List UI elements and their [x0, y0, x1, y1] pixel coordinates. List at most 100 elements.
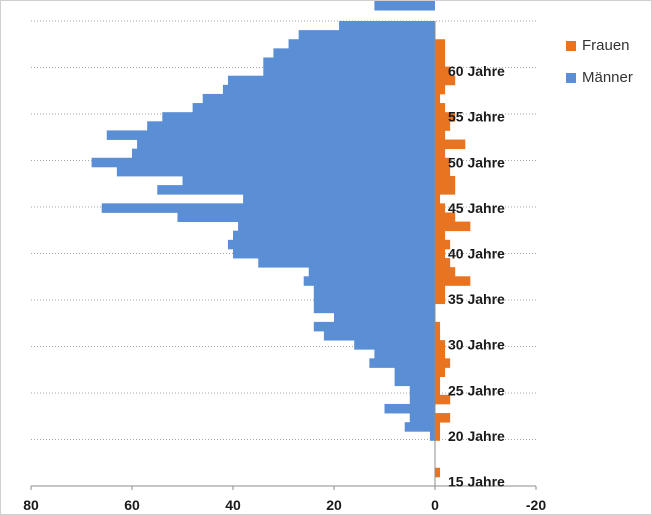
- age-label-55: 55 Jahre: [448, 109, 505, 125]
- maenner-bar-55: [162, 112, 436, 122]
- maenner-bar-34: [313, 303, 435, 314]
- maenner-bar-32: [313, 321, 435, 332]
- frauen-bar-43: [435, 221, 471, 232]
- age-label-25: 25 Jahre: [448, 382, 505, 398]
- frauen-bar-22: [435, 413, 451, 423]
- maenner-bar-43: [238, 221, 435, 232]
- x-tick-label: -20: [526, 497, 546, 513]
- maenner-bar-40: [233, 248, 435, 259]
- maenner-bar-58: [222, 84, 435, 95]
- frauen-bar-35: [435, 294, 446, 305]
- frauen-bar-48: [435, 176, 456, 186]
- frauen-bar-39: [435, 258, 451, 268]
- maenner-bar-59: [227, 75, 435, 86]
- maenner-swatch: [566, 72, 576, 83]
- maenner-bar-20: [429, 431, 435, 441]
- maenner-bar-28: [369, 358, 435, 368]
- frauen-bar-37: [435, 276, 471, 286]
- maenner-bar-51: [132, 148, 435, 159]
- maenner-bar-64: [298, 30, 435, 40]
- frauen-bars: [435, 39, 471, 478]
- frauen-bar-47: [435, 185, 456, 195]
- frauen-bar-30: [435, 340, 446, 350]
- frauen-bar-55: [435, 112, 456, 122]
- maenner-bar-27: [394, 367, 435, 377]
- age-label-50: 50 Jahre: [448, 154, 505, 170]
- frauen-bar-45: [435, 203, 446, 213]
- maenner-bar-50: [91, 157, 435, 168]
- maenner-bar-39: [258, 258, 435, 268]
- maenner-bar-37: [303, 276, 435, 286]
- frauen-bar-60: [435, 66, 451, 77]
- frauen-bar-24: [435, 394, 451, 405]
- maenner-bar-62: [273, 48, 435, 58]
- frauen-bar-32: [435, 321, 441, 332]
- maenner-bar-53: [106, 130, 435, 140]
- age-label-15: 15 Jahre: [448, 473, 505, 489]
- frauen-bar-25: [435, 385, 441, 396]
- frauen-bar-54: [435, 121, 451, 131]
- x-tick-label: 20: [326, 497, 342, 513]
- frauen-bar-58: [435, 84, 446, 95]
- maenner-bar-42: [233, 230, 435, 241]
- age-label-40: 40 Jahre: [448, 246, 505, 262]
- age-label-20: 20 Jahre: [448, 428, 505, 444]
- frauen-bar-36: [435, 285, 446, 295]
- maenner-bar-undefined: [384, 1, 435, 11]
- frauen-bar-38: [435, 267, 456, 277]
- legend-label-maenner: Männer: [582, 69, 633, 86]
- maenner-bar-26: [394, 376, 435, 387]
- frauen-bar-63: [435, 39, 446, 49]
- age-label-60: 60 Jahre: [448, 63, 505, 79]
- age-labels: 15 Jahre 20 Jahre 25 Jahre 30 Jahre 35 Jahre…: [448, 63, 505, 489]
- frauen-bar-56: [435, 103, 446, 113]
- frauen-bar-20: [435, 431, 441, 441]
- maenner-bar-46: [243, 194, 435, 204]
- frauen-bar-57: [435, 93, 441, 104]
- maenner-bar-35: [313, 294, 435, 305]
- frauen-bar-27: [435, 367, 446, 377]
- maenner-bar-41: [227, 239, 435, 250]
- frauen-bar-50: [435, 157, 451, 168]
- maenner-bar-31: [323, 331, 435, 341]
- maenner-bar-24: [409, 394, 435, 405]
- maenner-bar-25: [409, 385, 435, 396]
- frauen-bar-42: [435, 230, 446, 241]
- frauen-bar-62: [435, 48, 446, 58]
- frauen-bar-49: [435, 166, 451, 177]
- x-tick-label: 0: [431, 497, 439, 513]
- frauen-bar-41: [435, 239, 451, 250]
- maenner-bar-57: [202, 93, 435, 104]
- frauen-bar-29: [435, 349, 446, 359]
- maenner-bar-63: [288, 39, 435, 49]
- maenner-bar-44: [177, 212, 435, 222]
- frauen-bar-44: [435, 212, 456, 222]
- age-label-45: 45 Jahre: [448, 200, 505, 216]
- frauen-bar-61: [435, 57, 446, 67]
- maenner-bar-61: [263, 57, 435, 67]
- x-axis: 80 60 40 20 0 -20: [23, 21, 546, 513]
- frauen-bar-59: [435, 75, 456, 86]
- x-tick-label: 60: [124, 497, 140, 513]
- frauen-swatch: [566, 40, 576, 51]
- age-label-35: 35 Jahre: [448, 291, 505, 307]
- maenner-bar-60: [263, 66, 435, 77]
- maenner-bar-22: [409, 413, 435, 423]
- frauen-bar-46: [435, 194, 441, 204]
- frauen-bar-16: [435, 467, 441, 478]
- frauen-bar-51: [435, 148, 446, 159]
- x-tick-label: 40: [225, 497, 241, 513]
- legend-item-frauen: Frauen: [566, 37, 651, 54]
- maenner-bar-48: [182, 176, 435, 186]
- maenner-bar-38: [308, 267, 435, 277]
- maenner-bar-65: [339, 21, 435, 31]
- maenner-bar-21: [404, 422, 435, 432]
- legend-label-frauen: Frauen: [582, 37, 630, 54]
- frauen-bar-28: [435, 358, 451, 368]
- age-label-30: 30 Jahre: [448, 337, 505, 353]
- maenner-bar-54: [147, 121, 435, 131]
- maenner-bar-56: [192, 103, 435, 113]
- x-tick-label: 80: [23, 497, 39, 513]
